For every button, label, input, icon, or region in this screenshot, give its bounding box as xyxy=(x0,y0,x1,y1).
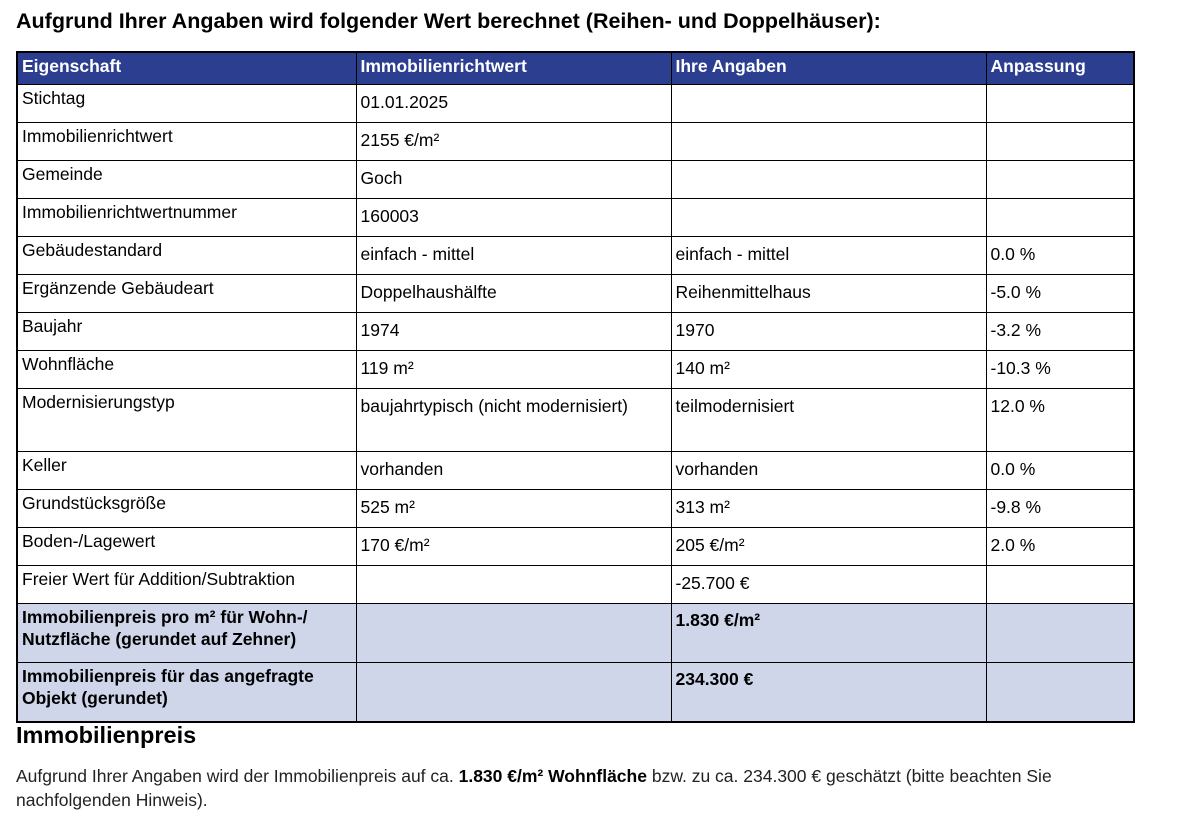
cell-adjustment: -9.8 % xyxy=(985,489,1135,528)
cell-reference: 01.01.2025 xyxy=(355,84,672,123)
cell-input xyxy=(670,160,987,199)
cell-property: Wohnfläche xyxy=(16,350,357,389)
cell-adjustment xyxy=(985,160,1135,199)
cell-property: Boden-/Lagewert xyxy=(16,527,357,566)
cell-adjustment xyxy=(985,662,1135,723)
cell-adjustment xyxy=(985,84,1135,123)
cell-property: Stichtag xyxy=(16,84,357,123)
cell-reference: 160003 xyxy=(355,198,672,237)
cell-input: 1.830 €/m² xyxy=(670,603,987,663)
cell-adjustment: -3.2 % xyxy=(985,312,1135,351)
table-row: Immobilienrichtwert 2155 €/m² xyxy=(16,122,1135,161)
cell-reference: vorhanden xyxy=(355,451,672,490)
section-heading: Immobilienpreis xyxy=(16,722,197,748)
cell-property: Freier Wert für Addition/Subtraktion xyxy=(16,565,357,604)
table-row: Grundstücksgröße 525 m² 313 m² -9.8 % xyxy=(16,489,1135,528)
cell-adjustment: 2.0 % xyxy=(985,527,1135,566)
cell-input: -25.700 € xyxy=(670,565,987,604)
header-property: Eigenschaft xyxy=(16,51,357,85)
cell-adjustment: 12.0 % xyxy=(985,388,1135,452)
table-row: Modernisierungstyp baujahrtypisch (nicht … xyxy=(16,388,1135,452)
cell-input: vorhanden xyxy=(670,451,987,490)
cell-reference: Goch xyxy=(355,160,672,199)
cell-input: 234.300 € xyxy=(670,662,987,723)
cell-property: Ergänzende Gebäudeart xyxy=(16,274,357,313)
cell-input: 1970 xyxy=(670,312,987,351)
table-row: Immobilienrichtwertnummer 160003 xyxy=(16,198,1135,237)
header-adjustment: Anpassung xyxy=(985,51,1135,85)
cell-adjustment: -10.3 % xyxy=(985,350,1135,389)
table-row: Wohnfläche 119 m² 140 m² -10.3 % xyxy=(16,350,1135,389)
table-row: Freier Wert für Addition/Subtraktion -25.… xyxy=(16,565,1135,604)
cell-reference: 2155 €/m² xyxy=(355,122,672,161)
cell-adjustment xyxy=(985,603,1135,663)
table-header-row: Eigenschaft Immobilienrichtwert Ihre Ang… xyxy=(16,51,1135,85)
table-row: Boden-/Lagewert 170 €/m² 205 €/m² 2.0 % xyxy=(16,527,1135,566)
cell-input: 205 €/m² xyxy=(670,527,987,566)
cell-adjustment: 0.0 % xyxy=(985,451,1135,490)
cell-property: Gebäudestandard xyxy=(16,236,357,275)
cell-adjustment xyxy=(985,198,1135,237)
table-row: Gebäudestandard einfach - mittel einfach -… xyxy=(16,236,1135,275)
result-row: Immobilienpreis für das angefragte Objek… xyxy=(16,662,1135,723)
cell-property: Grundstücksgröße xyxy=(16,489,357,528)
result-row: Immobilienpreis pro m² für Wohn-/ Nutzfl… xyxy=(16,603,1135,663)
cell-adjustment xyxy=(985,565,1135,604)
cell-reference: Doppelhaushälfte xyxy=(355,274,672,313)
cell-property: Immobilienpreis pro m² für Wohn-/ Nutzfl… xyxy=(16,603,357,663)
cell-adjustment: -5.0 % xyxy=(985,274,1135,313)
cell-reference: 170 €/m² xyxy=(355,527,672,566)
summary-text-bold: 1.830 €/m² Wohnfläche xyxy=(458,766,647,786)
cell-reference: einfach - mittel xyxy=(355,236,672,275)
header-input: Ihre Angaben xyxy=(670,51,987,85)
cell-input xyxy=(670,122,987,161)
summary-text: Aufgrund Ihrer Angaben wird der Immobili… xyxy=(16,764,1126,812)
table-row: Ergänzende Gebäudeart Doppelhaushälfte Rei… xyxy=(16,274,1135,313)
table-row: Stichtag 01.01.2025 xyxy=(16,84,1135,123)
cell-input: Reihenmittelhaus xyxy=(670,274,987,313)
cell-reference: baujahrtypisch (nicht modernisiert) xyxy=(355,388,672,452)
cell-input: 313 m² xyxy=(670,489,987,528)
cell-input: teilmodernisiert xyxy=(670,388,987,452)
cell-property: Immobilienrichtwertnummer xyxy=(16,198,357,237)
table-body: Stichtag 01.01.2025 Immobilienrichtwert 215… xyxy=(16,84,1135,723)
cell-adjustment: 0.0 % xyxy=(985,236,1135,275)
cell-input: 140 m² xyxy=(670,350,987,389)
table-row: Gemeinde Goch xyxy=(16,160,1135,199)
cell-input xyxy=(670,198,987,237)
cell-reference: 1974 xyxy=(355,312,672,351)
cell-reference xyxy=(355,662,672,723)
cell-property: Baujahr xyxy=(16,312,357,351)
cell-property: Immobilienrichtwert xyxy=(16,122,357,161)
cell-reference: 525 m² xyxy=(355,489,672,528)
cell-adjustment xyxy=(985,122,1135,161)
page-title: Aufgrund Ihrer Angaben wird folgender We… xyxy=(16,9,881,33)
cell-property: Immobilienpreis für das angefragte Objek… xyxy=(16,662,357,723)
cell-input: einfach - mittel xyxy=(670,236,987,275)
summary-text-start: Aufgrund Ihrer Angaben wird der Immobili… xyxy=(16,766,459,786)
summary-text-end: bzw. zu ca. 234.300 € geschätzt (bitte b… xyxy=(16,766,1052,810)
header-reference: Immobilienrichtwert xyxy=(355,51,672,85)
table-row: Baujahr 1974 1970 -3.2 % xyxy=(16,312,1135,351)
cell-reference: 119 m² xyxy=(355,350,672,389)
cell-input xyxy=(670,84,987,123)
cell-property: Keller xyxy=(16,451,357,490)
valuation-table: Eigenschaft Immobilienrichtwert Ihre Ang… xyxy=(16,51,1135,723)
cell-property: Modernisierungstyp xyxy=(16,388,357,452)
cell-reference xyxy=(355,603,672,663)
cell-reference xyxy=(355,565,672,604)
table-row: Keller vorhanden vorhanden 0.0 % xyxy=(16,451,1135,490)
cell-property: Gemeinde xyxy=(16,160,357,199)
